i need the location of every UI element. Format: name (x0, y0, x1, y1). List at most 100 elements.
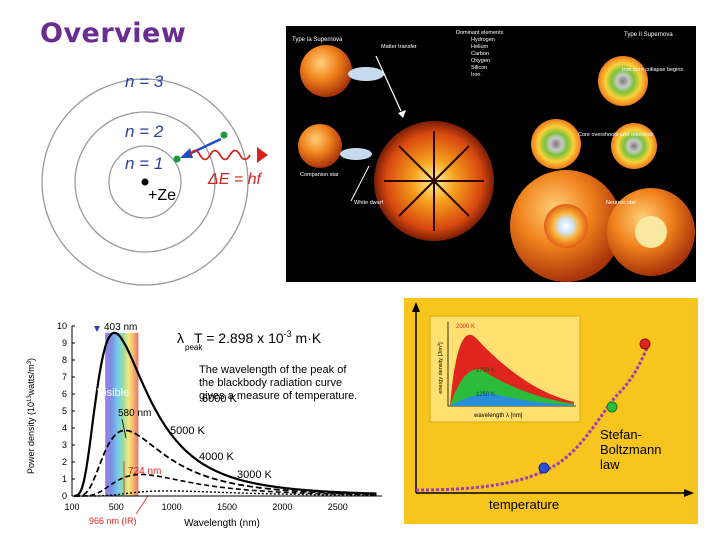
nucleus-dot (141, 178, 149, 186)
orbit-n3 (41, 78, 249, 286)
curve-label-6000k: 6000 K (202, 393, 238, 405)
y-tick-label: 6 (62, 389, 67, 399)
white-dwarf-pointer (350, 165, 370, 202)
inset-x-label: wavelength λ [nm] (473, 413, 523, 419)
inset-y-label: energy density [J/m3] (436, 342, 444, 394)
curve-6000k (74, 331, 377, 497)
layered-star-3 (611, 123, 657, 169)
white-dwarf-label: White dwarf (354, 200, 384, 206)
neutron-star-core (635, 216, 667, 248)
neutron-star-label: Neutron star (606, 200, 636, 206)
580nm-label: 580 nm (118, 408, 151, 419)
sb-curve (415, 342, 651, 492)
sb-y-arrow (412, 302, 420, 312)
y-tick-label: 2 (62, 457, 67, 467)
white-dwarf-disk (340, 148, 372, 160)
x-tick-label: 1500 (217, 502, 237, 512)
layered-star-2 (531, 119, 581, 169)
y-axis-label: Power density (1013watts/m3) (26, 358, 36, 474)
x-axis-label: Wavelength (nm) (184, 518, 260, 529)
visible-label: Visible (97, 387, 129, 399)
dominant-elements-label: Dominant elements (456, 30, 504, 36)
peak-403-label: 403 nm (104, 322, 137, 333)
x-tick-label: 2500 (328, 502, 348, 512)
sb-law-line-1: Stefan- (600, 427, 642, 442)
core-overshoots-label: Core overshoots and rebounds (578, 132, 654, 138)
photon-wave (189, 149, 251, 161)
inset-label-2000k: 2000 K (456, 324, 475, 330)
curve-label-4000k: 4000 K (199, 451, 235, 463)
y-tick-label: 7 (62, 372, 67, 382)
724nm-label: 724 nm (128, 466, 161, 477)
iron-core-label: Iron core collapse begins (622, 67, 683, 73)
y-tick-label: 5 (62, 406, 67, 416)
sb-point-low (538, 462, 550, 474)
inset-curve-1250k (450, 393, 574, 406)
description-line-2: the blackbody radiation curve (199, 377, 342, 389)
sb-law-line-2: Boltzmann (600, 442, 661, 457)
level-label-n1: n = 1 (125, 154, 163, 173)
y-tick-label: 8 (62, 355, 67, 365)
companion-star-top (300, 45, 352, 97)
sb-law-line-3: law (600, 457, 620, 472)
blackbody-curves (74, 331, 377, 497)
arrow-to-explosion-head (398, 110, 406, 118)
matter-transfer-label: Matter transfer (381, 44, 417, 50)
type1a-label: Type Ia Supernova (292, 37, 343, 43)
photon-arrowhead (257, 147, 268, 163)
curve-5000k (74, 429, 377, 497)
description-line-3: gives a measure of temperature. (199, 390, 357, 402)
sb-point-mid (606, 401, 618, 413)
966nm-label: 966 nm (IR) (89, 516, 137, 526)
y-ticks: 0 1 2 3 4 5 6 7 8 9 10 (57, 321, 75, 501)
companion-star (298, 124, 342, 168)
slide-title: Overview (40, 18, 187, 49)
layered-star-1 (598, 56, 648, 106)
accretion-disk-top (348, 67, 384, 81)
element-helium: Helium (471, 44, 489, 50)
arrow-to-explosion (375, 55, 402, 112)
wien-formula-subscript: peak (185, 343, 203, 352)
element-iron: Iron (471, 72, 480, 78)
electron-n1 (173, 155, 181, 163)
curve-label-5000k: 5000 K (170, 425, 206, 437)
nucleus-charge-label: +Ze (148, 187, 176, 204)
y-tick-label: 10 (57, 321, 67, 331)
y-tick-label: 0 (62, 491, 67, 501)
x-ticks: 100 500 1000 1500 2000 2500 (64, 502, 347, 512)
580nm-pointer (121, 418, 127, 439)
element-hydrogen: Hydrogen (471, 37, 495, 43)
966nm-pointer (135, 495, 149, 515)
y-tick-label: 1 (62, 474, 67, 484)
peak-marker (94, 326, 100, 332)
orbit-n2 (74, 111, 216, 253)
transition-arrowhead (180, 148, 193, 158)
type2-core (544, 204, 588, 248)
y-tick-label: 4 (62, 423, 67, 433)
level-label-n3: n = 3 (125, 72, 164, 91)
inset-label-1750k: 1750 K (476, 368, 495, 374)
curve-4000k (74, 473, 377, 497)
energy-label: ΔE = hf (207, 171, 263, 188)
x-tick-label: 500 (109, 502, 124, 512)
inset-label-1250k: 1250 K (476, 392, 495, 398)
supernova-illustration: Type Ia Supernova Matter transfer Compan… (286, 26, 696, 282)
blackbody-chart: 0 1 2 3 4 5 6 7 8 9 10 100 500 1000 1500 2000 2500 Wave… (26, 321, 382, 529)
x-tick-label: 100 (64, 502, 79, 512)
level-label-n2: n = 2 (125, 122, 164, 141)
x-tick-label: 1000 (162, 502, 182, 512)
element-silicon: Silicon (471, 65, 487, 71)
orbit-n1 (108, 145, 182, 219)
sb-x-arrow (684, 489, 694, 497)
y-tick-label: 9 (62, 338, 67, 348)
x-tick-label: 2000 (272, 502, 292, 512)
electron-n2 (220, 131, 228, 139)
y-tick-label: 3 (62, 440, 67, 450)
curve-3000k (74, 490, 377, 497)
bohr-atom-diagram: n = 3 n = 2 n = 1 +Ze ΔE = hf (41, 72, 268, 286)
element-carbon: Carbon (471, 51, 489, 57)
type2-label: Type II Supernova (624, 32, 673, 38)
sb-point-high (639, 338, 651, 350)
curve-label-3000k: 3000 K (237, 469, 273, 481)
